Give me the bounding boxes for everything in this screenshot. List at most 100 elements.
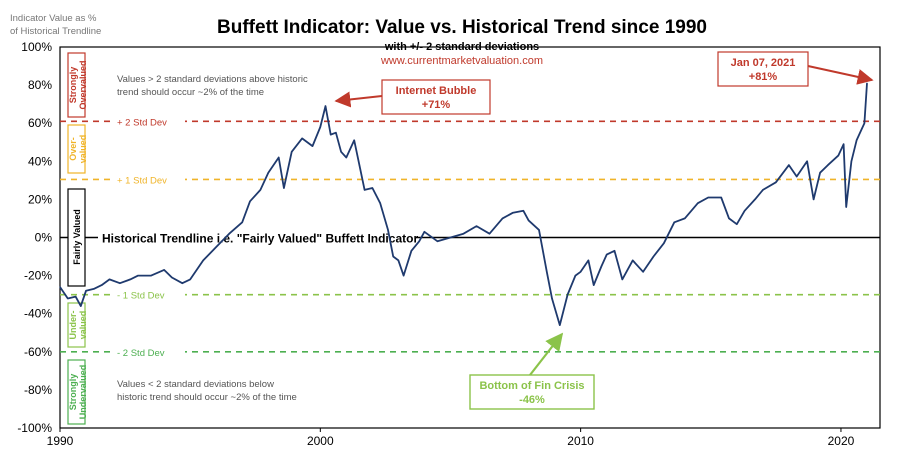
callout-box-internet-bubble — [381, 79, 491, 115]
x-tick-label: 2000 — [307, 434, 334, 448]
series-point — [108, 278, 111, 281]
arrow-fin-crisis — [529, 332, 564, 376]
zone-label-under: Under-valued — [68, 310, 88, 339]
series-point — [593, 284, 595, 286]
x-tick-label: 2020 — [828, 434, 855, 448]
note-top-line1: Values > 2 standard deviations above his… — [117, 74, 308, 85]
y-tick-label: 80% — [28, 78, 52, 92]
series-point — [837, 154, 839, 157]
series-point — [819, 172, 821, 174]
series-point — [119, 282, 121, 284]
trendline-label: Historical Trendline i.e. "Fairly Valued… — [102, 232, 418, 246]
x-tick-label: 2010 — [567, 434, 594, 448]
zone-label-over: Over-valued — [68, 135, 88, 164]
zone-box-fair — [67, 188, 86, 287]
y-tick-label: -100% — [17, 421, 52, 435]
series-point — [501, 217, 504, 220]
y-tick-labels: -100% -80% -60% -40% -20% 0% 20% 40% 60% 80% 100% — [17, 40, 52, 435]
series-point — [228, 233, 230, 235]
series-point — [410, 250, 413, 252]
series-point — [423, 231, 426, 233]
series-point — [855, 139, 858, 141]
series-point — [863, 122, 865, 124]
series-point — [371, 187, 373, 189]
series-point — [150, 275, 152, 277]
y-tick-label: -80% — [24, 383, 52, 397]
minus-1-std-dev-label-bg — [113, 287, 185, 302]
arrow-jan-2021 — [807, 65, 874, 85]
series-point — [403, 275, 405, 277]
series-point — [189, 278, 191, 281]
callout-box-jan-2021 — [717, 51, 809, 87]
series-point — [449, 236, 452, 239]
series-point — [358, 164, 360, 166]
plus-2-std-dev-label-bg — [113, 114, 185, 129]
series-point — [567, 294, 569, 296]
series-point — [600, 265, 603, 267]
series-point — [202, 259, 204, 261]
series-point — [842, 143, 845, 145]
chart-subtitle: with +/- 2 standard deviations — [384, 41, 539, 53]
callout-crisis-line2: -46% — [519, 394, 545, 406]
series-point — [319, 126, 321, 128]
trendline-label-bg — [98, 228, 416, 247]
callout-box-fin-crisis — [469, 374, 595, 410]
series-point — [163, 269, 165, 271]
series-point — [788, 164, 790, 166]
series-point — [436, 240, 439, 242]
y-tick-label: 60% — [28, 116, 52, 130]
minus-2-std-dev-label: - 2 Std Dev — [117, 348, 165, 359]
series-point — [632, 259, 634, 261]
series-point — [621, 278, 623, 281]
series-point — [736, 223, 738, 225]
callout-crisis-line1: Bottom of Fin Crisis — [479, 380, 584, 392]
callout-bubble-line1: Internet Bubble — [396, 85, 477, 97]
y-axis-label-line2: of Historical Trendline — [10, 26, 101, 37]
series-point — [707, 196, 709, 199]
zone-label-strong-over: StronglyOvervalued — [68, 60, 88, 109]
series-point — [527, 219, 530, 221]
series-point — [580, 271, 582, 273]
series-point — [866, 82, 868, 84]
series-point — [259, 189, 262, 191]
series-point — [330, 134, 332, 136]
series-point — [559, 324, 561, 326]
plus-1-std-dev-label: + 1 Std Dev — [117, 175, 167, 186]
series-point — [697, 202, 699, 204]
series-point — [353, 139, 355, 141]
series-point — [397, 259, 400, 261]
zone-box-strong-over — [67, 52, 86, 118]
series-point — [546, 271, 548, 273]
series-point — [418, 240, 420, 242]
y-tick-label: -40% — [24, 307, 52, 321]
note-bottom-line1: Values < 2 standard deviations below — [117, 379, 274, 390]
plus-1-std-dev-label-bg — [113, 172, 185, 187]
zone-label-strong-under: StronglyUndervalued — [68, 365, 88, 420]
series-point — [806, 160, 808, 162]
series-point — [171, 276, 173, 279]
x-tick-labels: 1990 2000 2010 2020 — [47, 428, 855, 448]
plus-2-std-dev-label: + 2 Std Dev — [117, 117, 167, 128]
series-point — [291, 151, 293, 153]
series-point — [673, 221, 675, 223]
x-tick-label: 1990 — [47, 434, 74, 448]
y-tick-label: 40% — [28, 154, 52, 168]
series-point — [796, 175, 798, 178]
minus-2-std-dev-label-bg — [113, 344, 185, 359]
callout-jan-line1: Jan 07, 2021 — [731, 57, 796, 69]
series-point — [340, 151, 342, 153]
y-tick-label: 20% — [28, 192, 52, 206]
y-axis-label-line1: Indicator Value as % — [10, 13, 97, 24]
series-point — [551, 297, 553, 300]
series-point — [720, 196, 722, 199]
series-point — [101, 284, 103, 286]
series-point — [538, 229, 540, 231]
series-point — [249, 200, 251, 202]
series-point — [283, 187, 285, 189]
series-point — [861, 128, 863, 130]
series-point — [379, 202, 381, 204]
y-tick-label: -60% — [24, 345, 52, 359]
series-point — [137, 275, 139, 277]
minus-1-std-dev-label: - 1 Std Dev — [117, 291, 165, 302]
zone-box-strong-under — [67, 359, 86, 425]
